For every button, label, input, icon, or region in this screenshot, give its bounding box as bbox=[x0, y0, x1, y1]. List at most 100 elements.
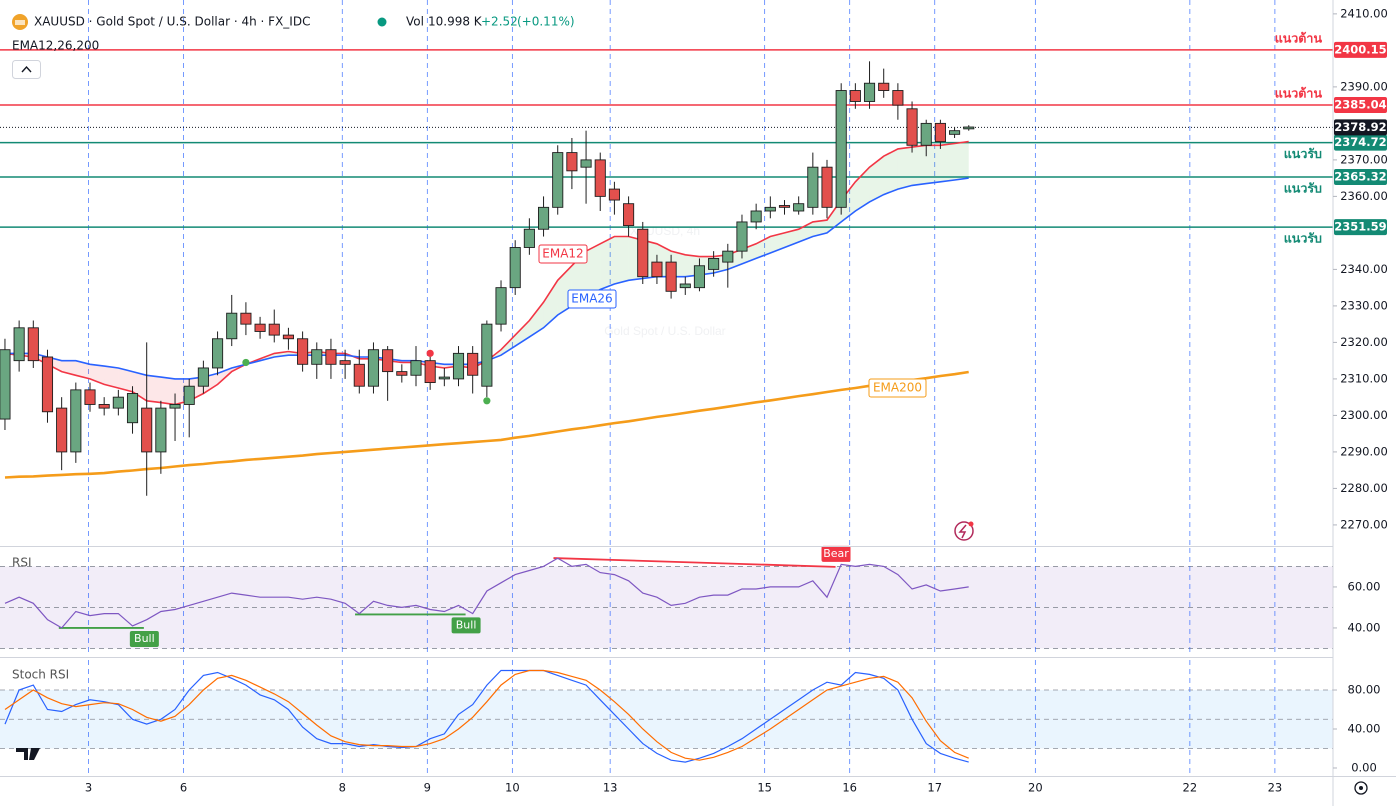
ema-cloud bbox=[515, 320, 530, 347]
pane-title: Stoch RSI bbox=[12, 668, 69, 682]
alert-icon[interactable] bbox=[954, 521, 974, 541]
candle-body bbox=[934, 122, 946, 143]
y-tick-label: 2390.00 bbox=[1340, 79, 1388, 93]
candle-body bbox=[580, 159, 592, 168]
candle-body bbox=[70, 389, 82, 453]
candle-body bbox=[424, 360, 436, 384]
candle-body bbox=[481, 323, 493, 387]
y-tick-label: 2370.00 bbox=[1340, 152, 1388, 166]
ema-cloud bbox=[855, 167, 870, 211]
candle-body bbox=[523, 228, 535, 248]
candle-body bbox=[452, 352, 465, 380]
candle-body bbox=[722, 250, 734, 263]
level-note: แนวรับ bbox=[1284, 180, 1322, 195]
alert-dot bbox=[968, 521, 974, 527]
candle-body bbox=[920, 122, 932, 146]
y-tick-label: 2300.00 bbox=[1340, 408, 1388, 422]
ema-cloud bbox=[940, 143, 955, 182]
candle-body bbox=[155, 407, 167, 453]
last-price-box bbox=[1334, 119, 1387, 136]
ema-cloud bbox=[160, 377, 176, 405]
divergence-box bbox=[129, 630, 159, 647]
x-tick-label: 13 bbox=[603, 781, 618, 795]
candle-body bbox=[821, 166, 833, 208]
volume-label: Vol bbox=[406, 15, 424, 29]
candle-body bbox=[126, 393, 139, 424]
candle-body bbox=[183, 385, 195, 405]
ema-label-box bbox=[868, 378, 927, 398]
x-tick-label: 16 bbox=[842, 781, 857, 795]
level-note: แนวรับ bbox=[1284, 146, 1322, 161]
candle-body bbox=[0, 349, 11, 420]
candle-body bbox=[651, 261, 663, 278]
y-tick-label: 2310.00 bbox=[1340, 371, 1388, 385]
signal-dot bbox=[483, 397, 491, 405]
level-price-box bbox=[1334, 41, 1387, 58]
candle-body bbox=[13, 327, 25, 362]
signal-dot bbox=[426, 349, 434, 357]
indicator-legend[interactable]: EMA12,26,200 bbox=[12, 39, 99, 53]
candle-body bbox=[708, 257, 720, 270]
divergence-label: Bull bbox=[134, 632, 155, 645]
plot: EMA12 EMA26 EMA200 RSI Bull Bull Bear Stoch RSI bbox=[0, 0, 1333, 775]
symbol-title[interactable]: XAUUSD · Gold Spot / U.S. Dollar · 4h · … bbox=[34, 15, 310, 29]
divergence-box bbox=[821, 545, 851, 562]
ema-cloud bbox=[614, 236, 629, 284]
candle-body bbox=[325, 349, 337, 365]
ema-line bbox=[4, 370, 969, 479]
y-tick-label: 2290.00 bbox=[1340, 444, 1388, 458]
ema-cloud bbox=[586, 243, 601, 297]
x-tick-label: 10 bbox=[505, 781, 520, 795]
x-tick-label: 9 bbox=[424, 781, 431, 795]
candle-body bbox=[141, 407, 153, 453]
ema-label: EMA26 bbox=[571, 292, 612, 306]
watermark: Gold Spot / U.S. Dollar bbox=[604, 324, 725, 338]
ema-label: EMA200 bbox=[873, 381, 922, 395]
ema-cloud bbox=[90, 364, 105, 385]
candle-body bbox=[311, 349, 323, 365]
settings-icon[interactable] bbox=[1354, 781, 1368, 795]
candle-body bbox=[339, 360, 351, 365]
candle-body bbox=[594, 159, 606, 197]
level-note: แนวต้าน bbox=[1275, 30, 1323, 45]
candle-body bbox=[112, 396, 124, 409]
divergence-label: Bear bbox=[823, 547, 849, 560]
candle-body bbox=[297, 338, 309, 365]
logo[interactable] bbox=[16, 748, 40, 760]
candle-body bbox=[878, 82, 890, 91]
level-price: 2365.32 bbox=[1334, 169, 1386, 183]
candle-body bbox=[382, 349, 394, 373]
candle-body bbox=[637, 228, 649, 278]
level-price: 2400.15 bbox=[1334, 42, 1386, 56]
indicator-line bbox=[4, 669, 969, 761]
candle-body bbox=[98, 404, 110, 409]
ema-cloud bbox=[600, 236, 615, 290]
indicator-line bbox=[4, 557, 969, 629]
y-tick-label: 2320.00 bbox=[1340, 335, 1388, 349]
ema-cloud bbox=[146, 375, 161, 403]
market-status[interactable] bbox=[377, 17, 387, 27]
ema-cloud bbox=[501, 335, 516, 356]
candle-body bbox=[807, 166, 819, 208]
level-price: 2374.72 bbox=[1334, 135, 1386, 149]
candle-body bbox=[226, 312, 238, 340]
ema-cloud bbox=[75, 360, 91, 379]
candle-body bbox=[793, 203, 805, 212]
candle-body bbox=[863, 82, 876, 102]
y-tick-label: 2270.00 bbox=[1340, 517, 1388, 531]
symbol-icon bbox=[15, 20, 25, 25]
candle-body bbox=[566, 152, 578, 172]
collapse-button[interactable] bbox=[12, 60, 41, 79]
level-price: 2385.04 bbox=[1334, 97, 1386, 111]
change: +2.52 bbox=[481, 15, 518, 29]
candle-body bbox=[764, 206, 776, 212]
candle-body bbox=[212, 338, 224, 369]
candle-body bbox=[509, 247, 521, 289]
candle-body bbox=[27, 327, 39, 362]
candle-body bbox=[467, 352, 479, 376]
candle-body bbox=[949, 130, 961, 135]
level-price: 2351.59 bbox=[1334, 220, 1386, 234]
ema-cloud bbox=[897, 147, 913, 190]
candle-body bbox=[169, 404, 181, 409]
